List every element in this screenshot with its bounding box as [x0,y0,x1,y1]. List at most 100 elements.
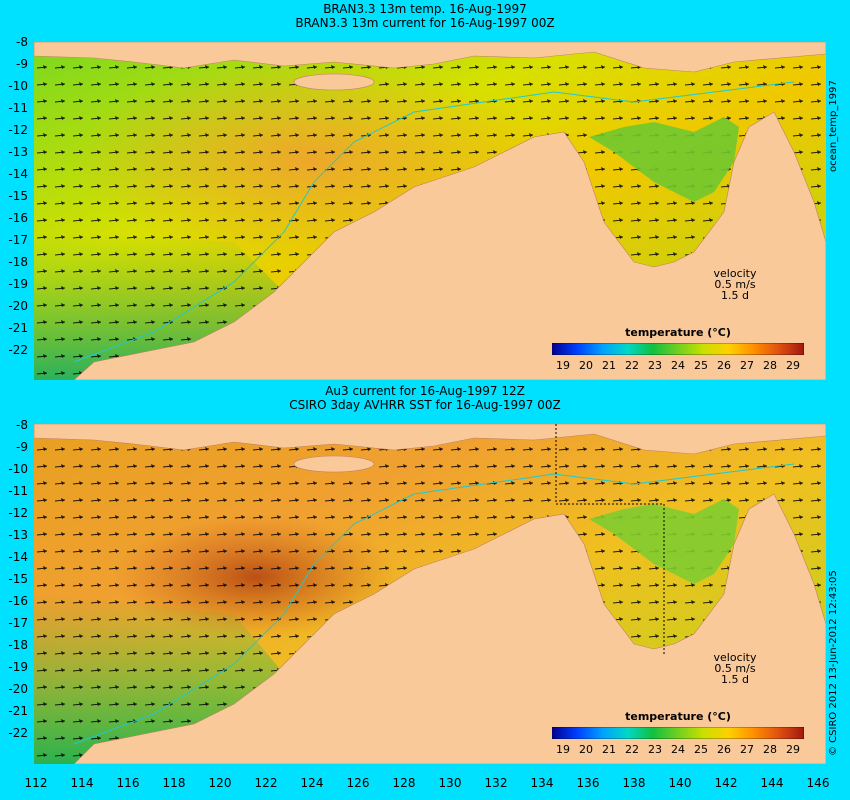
lon-tick: 140 [668,776,692,790]
top-north-islands [34,42,826,73]
lon-tick: 112 [24,776,48,790]
bottom-lat-tick: -8 [16,418,28,432]
bottom-velocity-duration: 1.5 d [721,673,749,686]
bottom-lat-tick: -10 [8,462,28,476]
bottom-lat-tick: -14 [8,550,28,564]
bottom-timor-island [293,455,375,473]
colorbar-tick: 20 [579,359,593,372]
bottom-lat-tick: -11 [8,484,28,498]
top-lat-tick: -18 [8,255,28,269]
colorbar-tick: 27 [740,359,754,372]
lon-tick: 146 [806,776,830,790]
top-lat-tick: -19 [8,277,28,291]
top-australia-land [73,111,826,380]
top-lat-tick: -8 [16,35,28,49]
lon-tick: 118 [162,776,186,790]
lon-tick: 126 [346,776,370,790]
bottom-data-boundary [555,424,665,654]
colorbar-tick: 19 [556,359,570,372]
lon-tick: 128 [392,776,416,790]
top-side-label: ocean_temp_1997 [828,80,839,172]
top-lat-tick: -15 [8,189,28,203]
top-lat-tick: -13 [8,145,28,159]
colorbar-tick: 26 [717,359,731,372]
lon-tick: 134 [530,776,554,790]
top-gulf-water [589,117,739,202]
colorbar-tick: 22 [625,359,639,372]
top-map-panel [34,42,826,380]
lon-tick: 132 [484,776,508,790]
bottom-lat-tick: -21 [8,704,28,718]
bottom-velocity-scale: 0.5 m/s [714,662,756,675]
colorbar-tick: 29 [786,359,800,372]
top-velocity-label: velocity [713,267,757,280]
colorbar-tick: 26 [717,743,731,756]
bottom-lat-tick: -12 [8,506,28,520]
lon-tick: 122 [254,776,278,790]
lon-tick: 120 [208,776,232,790]
bottom-title-line1: Au3 current for 16-Aug-1997 12Z [325,384,525,398]
bottom-lat-tick: -22 [8,726,28,740]
top-timor-island [293,73,375,91]
lon-tick: 138 [622,776,646,790]
top-lat-tick: -14 [8,167,28,181]
colorbar-tick: 19 [556,743,570,756]
bottom-lat-tick: -13 [8,528,28,542]
bottom-colorbar-ticks: 19 20 21 22 23 24 25 26 27 28 29 [552,743,804,757]
top-title-line2: BRAN3.3 13m current for 16-Aug-1997 00Z [295,16,555,30]
bottom-australia-land [73,493,826,764]
bottom-north-islands [34,424,826,455]
colorbar-tick: 25 [694,359,708,372]
bottom-lat-tick: -18 [8,638,28,652]
bottom-colorbar-title: temperature (°C) [625,710,731,723]
colorbar-tick: 28 [763,359,777,372]
top-lat-tick: -21 [8,321,28,335]
top-colorbar-ticks: 19 20 21 22 23 24 25 26 27 28 29 [552,359,804,373]
bottom-lat-tick: -19 [8,660,28,674]
colorbar-tick: 24 [671,743,685,756]
colorbar-tick: 27 [740,743,754,756]
lon-tick: 116 [116,776,140,790]
top-lat-tick: -10 [8,79,28,93]
bottom-lat-tick: -9 [16,440,28,454]
top-lat-tick: -9 [16,57,28,71]
lon-tick: 144 [760,776,784,790]
top-colorbar: temperature (°C) 19 20 21 22 23 24 [551,326,805,373]
bottom-velocity-label: velocity [713,651,757,664]
bottom-title-line2: CSIRO 3day AVHRR SST for 16-Aug-1997 00Z [289,398,561,412]
bottom-velocity-legend: velocity 0.5 m/s 1.5 d [700,652,770,685]
colorbar-tick: 28 [763,743,777,756]
colorbar-tick: 25 [694,743,708,756]
top-velocity-legend: velocity 0.5 m/s 1.5 d [700,268,770,301]
bottom-side-label: © CSIRO 2012 13-Jun-2012 12:43:05 [828,570,839,756]
lon-tick: 124 [300,776,324,790]
bottom-lat-tick: -17 [8,616,28,630]
top-shelf-contour [73,81,795,363]
top-lat-tick: -17 [8,233,28,247]
top-lat-tick: -11 [8,101,28,115]
top-lat-tick: -20 [8,299,28,313]
bottom-lat-tick: -15 [8,572,28,586]
bottom-colorbar-gradient [551,726,805,740]
top-colorbar-gradient [551,342,805,356]
colorbar-tick: 24 [671,359,685,372]
top-lat-tick: -22 [8,343,28,357]
top-lat-tick: -12 [8,123,28,137]
colorbar-tick: 22 [625,743,639,756]
bottom-map-panel [34,424,826,764]
bottom-lat-tick: -20 [8,682,28,696]
bottom-colorbar: temperature (°C) 19 20 21 22 23 24 25 26… [551,710,805,757]
colorbar-tick: 20 [579,743,593,756]
top-colorbar-title: temperature (°C) [625,326,731,339]
lon-tick: 114 [70,776,94,790]
top-title-line1: BRAN3.3 13m temp. 16-Aug-1997 [323,2,527,16]
top-lat-tick: -16 [8,211,28,225]
colorbar-tick: 29 [786,743,800,756]
top-velocity-scale: 0.5 m/s [714,278,756,291]
colorbar-tick: 21 [602,359,616,372]
colorbar-tick: 21 [602,743,616,756]
top-velocity-duration: 1.5 d [721,289,749,302]
lon-tick: 130 [438,776,462,790]
bottom-shelf-contour [73,463,795,745]
bottom-lat-tick: -16 [8,594,28,608]
